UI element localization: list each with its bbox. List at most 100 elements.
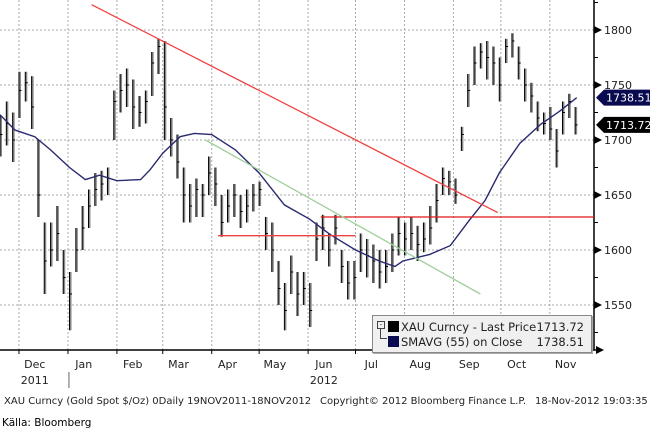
price-bar — [517, 46, 521, 80]
sma-line — [0, 97, 578, 268]
y-tick-arrow-icon — [594, 246, 602, 254]
price-bar — [0, 115, 3, 157]
x-tick-label-may: May — [264, 358, 287, 371]
price-bar — [479, 43, 483, 69]
price-tag-label: 1713.72 — [606, 119, 650, 132]
price-bar — [56, 206, 60, 261]
legend-value: 1713.72 — [536, 319, 584, 334]
x-axis-arrow-icon — [596, 346, 604, 354]
price-bar — [233, 184, 237, 217]
price-bar — [144, 90, 148, 124]
legend-swatch — [388, 321, 399, 332]
x-tick-label-jan: Jan — [74, 358, 92, 371]
price-bar — [353, 261, 357, 300]
x-tick-label-aug: Aug — [410, 358, 431, 371]
price-bar — [524, 68, 528, 102]
legend: - XAU Curncy - Last Price 1713.72 SMAVG … — [372, 315, 592, 353]
y-tick-arrow-icon — [594, 301, 602, 309]
price-bar — [151, 52, 155, 96]
price-bar — [492, 46, 496, 85]
price-bar — [75, 228, 79, 272]
legend-swatch — [388, 336, 399, 347]
price-bar — [505, 38, 509, 63]
price-bar — [81, 206, 85, 250]
price-bar — [328, 233, 332, 267]
price-bar — [315, 222, 319, 261]
price-bar — [245, 189, 249, 223]
price-bar — [189, 184, 193, 223]
price-tag — [596, 89, 650, 106]
series-info: XAU Curncy (Gold Spot $/Oz) 0Daily 19NOV… — [4, 396, 312, 407]
legend-entry-last-price: XAU Curncy - Last Price 1713.72 — [388, 319, 588, 334]
price-bar — [132, 79, 136, 129]
price-bar — [283, 283, 287, 331]
legend-value: 1738.51 — [536, 334, 584, 349]
price-bar — [201, 184, 205, 217]
trendline-green-channel — [205, 139, 481, 295]
trendline-resistance-downtrend — [91, 4, 498, 214]
y-tick-label: 1550 — [604, 299, 632, 312]
price-bar — [87, 189, 91, 228]
price-bar — [138, 96, 142, 127]
price-bar — [170, 118, 174, 157]
copyright: Copyright© 2012 Bloomberg Finance L.P. — [320, 396, 527, 407]
price-tag-label: 1738.51 — [606, 92, 650, 105]
price-bar — [296, 272, 300, 316]
price-bar — [441, 167, 445, 195]
price-bar — [543, 112, 547, 135]
price-bar — [157, 38, 161, 74]
price-bar — [448, 170, 452, 195]
y-tick-label: 1750 — [604, 79, 632, 92]
y-tick-arrow-icon — [594, 26, 602, 34]
price-bar — [473, 46, 477, 85]
x-tick-label-jun: Jun — [314, 358, 332, 371]
price-bar — [340, 250, 344, 283]
price-bar — [31, 76, 35, 129]
price-bar — [372, 244, 376, 283]
x-year-label: 2011 — [21, 374, 49, 387]
price-bar — [561, 101, 565, 135]
y-tick-label: 1600 — [604, 244, 632, 257]
price-bar — [549, 107, 553, 140]
y-tick-arrow-icon — [594, 136, 602, 144]
price-bar — [37, 140, 41, 217]
price-bar — [24, 71, 28, 102]
price-bar — [271, 222, 275, 272]
price-bar — [227, 189, 231, 223]
price-bar — [125, 68, 129, 107]
price-bar — [119, 74, 123, 113]
x-tick-label-dec: Dec — [24, 358, 45, 371]
price-bar — [416, 225, 420, 261]
x-tick-label-jul: Jul — [364, 358, 378, 371]
price-bar — [429, 206, 433, 245]
price-bar — [410, 217, 414, 250]
price-bar — [290, 255, 294, 294]
price-bar — [347, 261, 351, 300]
price-bar — [530, 82, 534, 113]
x-tick-label-feb: Feb — [123, 358, 142, 371]
price-bar — [511, 33, 515, 58]
price-bar — [62, 250, 66, 294]
price-bar — [113, 90, 117, 140]
x-tick-label-nov: Nov — [555, 358, 577, 371]
price-bar — [214, 167, 218, 206]
price-bar — [50, 222, 54, 267]
price-bar — [568, 93, 572, 118]
price-bar — [467, 74, 471, 107]
price-bar — [195, 178, 199, 217]
y-tick-label: 1700 — [604, 134, 632, 147]
x-tick-label-oct: Oct — [507, 358, 527, 371]
price-bar — [498, 57, 502, 102]
legend-collapse-icon[interactable]: - — [377, 321, 385, 329]
price-tag — [596, 116, 650, 133]
price-bar — [403, 222, 407, 256]
price-bar — [309, 283, 313, 327]
y-tick-arrow-icon — [594, 81, 602, 89]
price-bar — [258, 181, 262, 206]
x-tick-label-sep: Sep — [459, 358, 480, 371]
price-bar — [321, 214, 325, 250]
price-bar — [239, 195, 243, 228]
legend-label: XAU Curncy - Last Price — [401, 319, 537, 334]
price-chart: Dec Jan Feb Mar Apr May Jun Jul Aug Sep Oct Nov 2011… — [0, 0, 650, 388]
price-bar — [12, 112, 16, 162]
